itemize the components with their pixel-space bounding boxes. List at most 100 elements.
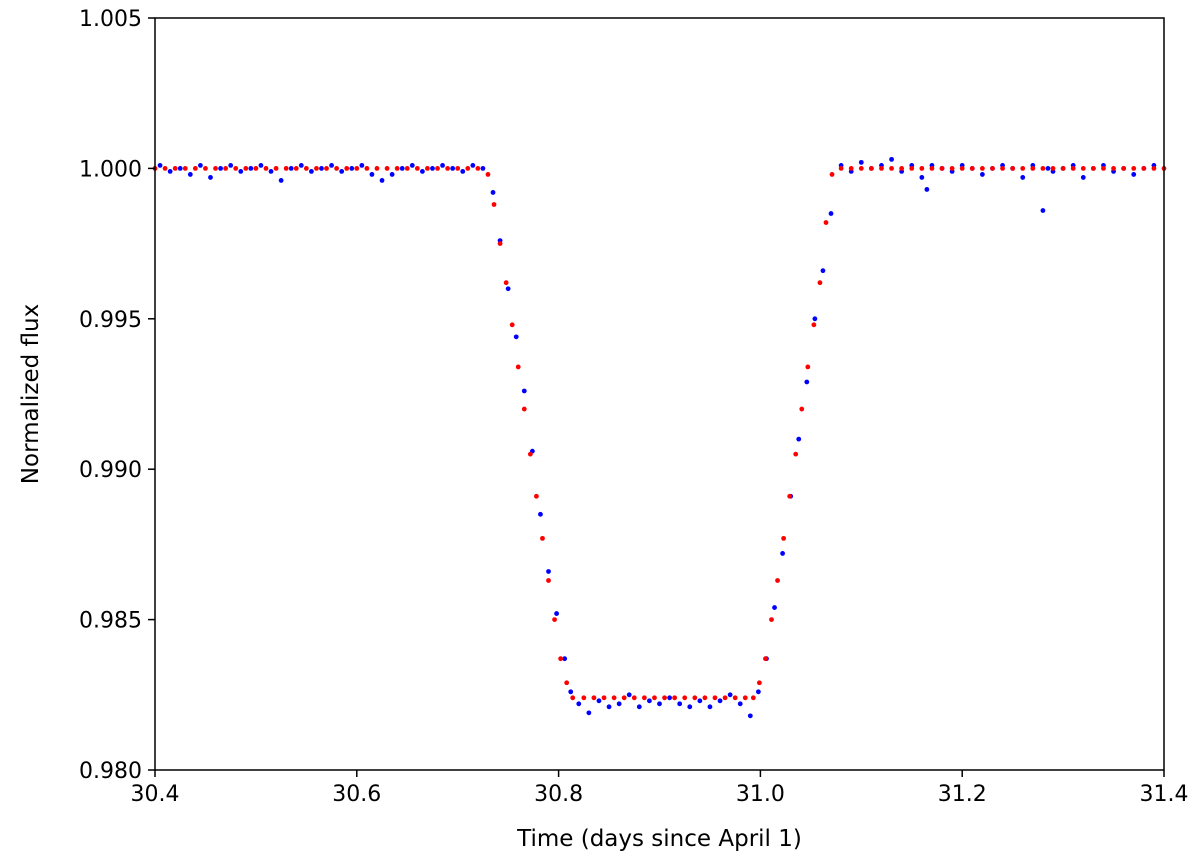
- model-point: [465, 166, 471, 171]
- observed-point: [707, 704, 713, 710]
- observed-point: [687, 704, 693, 710]
- observed-point: [359, 162, 365, 168]
- observed-point: [657, 701, 662, 707]
- model-point: [570, 695, 576, 701]
- model-point: [823, 220, 829, 225]
- model-point: [515, 364, 521, 370]
- model-point: [354, 166, 360, 171]
- model-point: [1020, 166, 1026, 171]
- model-point: [949, 166, 955, 171]
- model-point: [682, 695, 688, 701]
- model-point: [445, 166, 451, 171]
- model-point: [732, 695, 738, 701]
- model-point: [192, 166, 198, 171]
- observed-point: [513, 334, 519, 340]
- model-point: [527, 451, 533, 457]
- observed-point: [258, 162, 264, 168]
- observed-point: [389, 172, 395, 177]
- model-point: [521, 406, 527, 412]
- observed-point: [409, 162, 415, 168]
- model-point: [1050, 166, 1056, 171]
- observed-point: [647, 698, 652, 704]
- y-tick-label: 0.985: [79, 609, 142, 634]
- plot-frame: [154, 17, 1165, 771]
- model-point: [1090, 166, 1096, 171]
- model-point: [742, 695, 748, 701]
- model-point: [838, 166, 844, 171]
- observed-point: [626, 692, 632, 698]
- observed-point: [198, 162, 203, 168]
- model-point: [899, 166, 905, 171]
- model-point: [581, 695, 587, 701]
- observed-point: [1040, 208, 1046, 213]
- observed-point: [470, 162, 476, 168]
- observed-point: [812, 316, 818, 322]
- x-tick-label: 31.4: [1140, 782, 1189, 807]
- observed-point: [278, 178, 284, 183]
- model-point: [889, 166, 894, 171]
- model-point: [404, 166, 410, 171]
- observed-point: [167, 169, 173, 174]
- model-point: [1030, 166, 1036, 171]
- x-axis-label: Time (days since April 1): [516, 826, 802, 852]
- y-tick-label: 1.000: [79, 157, 142, 182]
- model-point: [394, 166, 400, 171]
- observed-point: [369, 172, 375, 177]
- model-point: [775, 578, 780, 583]
- model-point: [172, 166, 178, 171]
- model-point: [979, 166, 985, 171]
- model-point: [1060, 166, 1066, 171]
- model-point: [243, 166, 249, 171]
- model-point: [591, 695, 597, 701]
- observed-point: [450, 166, 456, 171]
- model-point: [829, 172, 835, 177]
- observed-point: [717, 698, 723, 704]
- model-point: [435, 166, 440, 171]
- model-point: [787, 493, 793, 499]
- observed-point: [505, 286, 511, 292]
- plot-background: [155, 18, 1164, 770]
- model-point: [868, 166, 874, 171]
- observed-point: [667, 695, 672, 701]
- observed-point: [379, 178, 385, 183]
- model-point: [509, 322, 515, 328]
- model-point: [799, 406, 805, 412]
- observed-point: [460, 169, 466, 174]
- observed-point: [596, 698, 602, 704]
- model-point: [1131, 166, 1137, 171]
- x-axis-ticks: 30.4 30.6 30.8 31.0 31.2 31.4: [131, 770, 1189, 807]
- model-point: [314, 166, 319, 171]
- observed-point: [288, 166, 294, 171]
- model-point: [491, 202, 497, 207]
- model-point: [722, 695, 728, 701]
- observed-point: [780, 551, 785, 556]
- x-tick-label: 30.4: [131, 782, 180, 807]
- model-point: [503, 280, 509, 286]
- model-point: [223, 166, 229, 171]
- series-model: [152, 166, 1167, 701]
- y-axis-label: Normalized flux: [18, 304, 44, 484]
- model-point: [641, 695, 647, 701]
- observed-point: [677, 701, 683, 707]
- observed-point: [187, 172, 193, 177]
- observed-point: [828, 211, 834, 216]
- model-point: [425, 166, 430, 171]
- x-tick-label: 30.6: [332, 782, 381, 807]
- model-point: [1000, 166, 1005, 171]
- model-point: [455, 166, 461, 171]
- model-point: [969, 166, 975, 171]
- observed-point: [268, 169, 274, 174]
- observed-point: [804, 379, 810, 385]
- model-point: [1101, 166, 1106, 171]
- model-point: [273, 166, 279, 171]
- observed-point: [562, 656, 568, 662]
- y-axis-ticks: 0.980 0.985 0.990 0.995 1.000 1.005: [79, 7, 155, 784]
- model-point: [534, 493, 539, 499]
- observed-point: [399, 166, 405, 171]
- model-point: [611, 695, 617, 701]
- observed-point: [319, 166, 324, 171]
- series-layer: [152, 156, 1167, 719]
- model-point: [1141, 166, 1147, 171]
- model-point: [1070, 166, 1076, 171]
